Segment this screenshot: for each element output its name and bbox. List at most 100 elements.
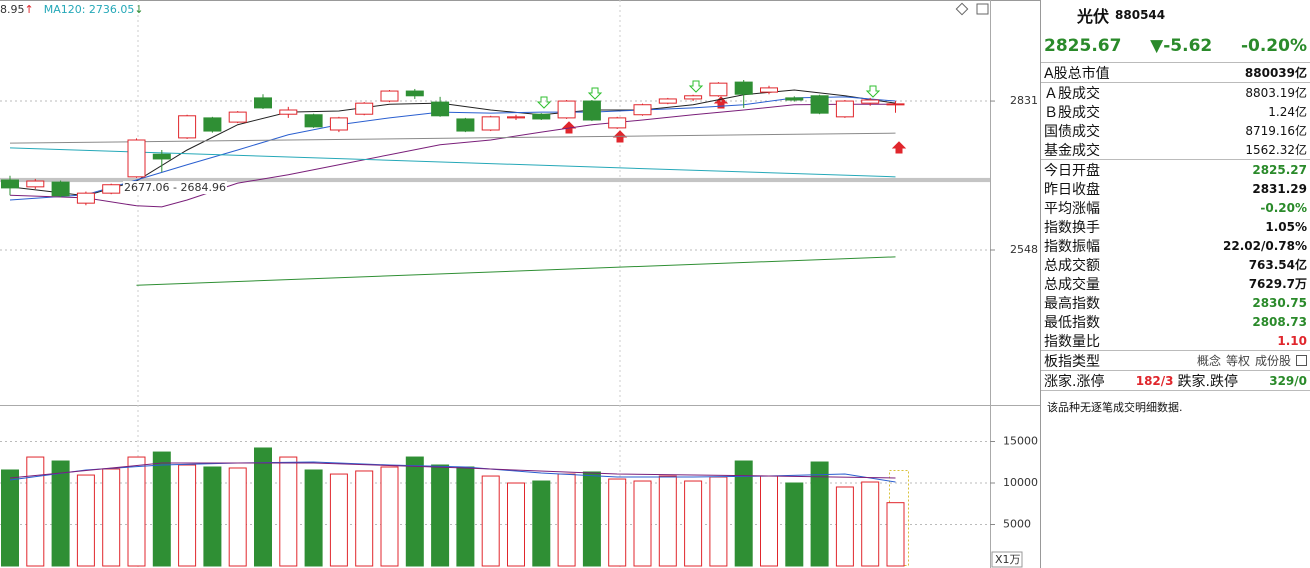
band-label-bg (123, 181, 227, 195)
candle-body (507, 116, 525, 119)
volume-bar (532, 480, 551, 567)
volume-bar (658, 475, 677, 567)
stat-value: 1562.32亿 (1245, 143, 1307, 157)
candle-body (810, 95, 829, 114)
candle-body (532, 113, 551, 120)
breadth-label: 跌家.跌停 (1177, 373, 1238, 390)
volume-bar (709, 476, 728, 567)
sell-arrow (536, 96, 552, 109)
stat-value: 880039亿 (1244, 66, 1307, 80)
price: 2825.67 (1044, 36, 1122, 56)
volume-bar (279, 456, 298, 567)
breadth-value: 182/3 (1135, 373, 1174, 388)
stat-label: 指数量比 (1044, 333, 1100, 350)
candle-body (481, 116, 500, 131)
stat-row: 指数量比 1.10 (1041, 331, 1310, 351)
volume-bar (684, 480, 703, 567)
note: 该品种无逐笔成交明细数据. (1047, 401, 1183, 414)
volume-bar (304, 469, 323, 567)
ma-arrow: ↓ (134, 3, 143, 16)
stat-value: 7629.7万 (1248, 277, 1307, 291)
volume-bar (633, 480, 652, 567)
candle-body (886, 103, 905, 106)
stat-row: 昨日收盘 2831.29 (1041, 179, 1310, 198)
candle-body (304, 114, 323, 128)
ma-line (136, 256, 896, 286)
stat-row: Ａ股成交 8803.19亿 (1041, 83, 1310, 102)
board-tag[interactable]: 等权 (1225, 354, 1250, 368)
stat-label: 昨日收盘 (1044, 181, 1100, 198)
sell-arrow (587, 87, 603, 100)
candle-body (380, 90, 399, 102)
tool-icon[interactable] (976, 3, 989, 15)
volume-bar (835, 486, 854, 567)
volume-bar (178, 464, 197, 567)
candle-body (203, 117, 222, 132)
stat-value: 1.05% (1265, 219, 1307, 234)
stat-row: 今日开盘 2825.27 (1041, 160, 1310, 179)
change: ▼-5.62 (1150, 36, 1213, 56)
board-row: 板指类型 概念 等权 成份股 (1041, 351, 1310, 371)
candle-body (835, 100, 854, 118)
stat-label: 总成交额 (1044, 257, 1100, 274)
candle-body (279, 109, 298, 115)
candle-body (127, 139, 146, 178)
volume-bar (785, 482, 804, 567)
volume-bar (608, 478, 627, 567)
candle-body (102, 184, 121, 194)
candle-body (26, 180, 45, 188)
price-band (0, 177, 990, 183)
stat-label: 最低指数 (1044, 314, 1100, 331)
stat-value: 2830.75 (1252, 295, 1307, 310)
stat-row: 国债成交 8719.16亿 (1041, 121, 1310, 140)
y-tick-label: 2831 (1010, 94, 1038, 107)
index-name: 光伏 (1077, 7, 1110, 26)
ma-value: 8.95 (0, 3, 25, 16)
stat-value: 8803.19亿 (1245, 86, 1307, 100)
stat-label: 基金成交 (1044, 142, 1100, 159)
band-label: 2677.06 - 2684.96 (124, 181, 226, 194)
stat-label: 总成交量 (1044, 276, 1100, 293)
candle-body (431, 101, 450, 117)
volume-bar (481, 475, 500, 567)
volume-bar (26, 456, 45, 567)
stat-label: Ｂ股成交 (1044, 104, 1100, 121)
ma-line (9, 147, 896, 178)
stat-value: 22.02/0.78% (1223, 238, 1307, 253)
volume-bar (127, 456, 146, 567)
stat-row: 基金成交 1562.32亿 (1041, 140, 1310, 160)
board-icon[interactable] (1296, 355, 1307, 366)
stat-value: -0.20% (1260, 200, 1307, 215)
volume-bar (507, 482, 525, 567)
volume-bar (582, 471, 601, 567)
unit-box (991, 551, 1023, 568)
volume-bar (355, 470, 374, 567)
tool-icon[interactable] (955, 2, 969, 16)
stat-row: 总成交额 763.54亿 (1041, 255, 1310, 274)
board-tag[interactable]: 概念 (1196, 354, 1221, 368)
stat-label: A股总市值 (1044, 65, 1110, 82)
candle-body (405, 90, 424, 97)
volume-bar (886, 502, 905, 567)
volume-bar (76, 474, 95, 567)
stat-row: 指数换手 1.05% (1041, 217, 1310, 236)
stat-label: 平均涨幅 (1044, 200, 1100, 217)
stat-value: 763.54亿 (1248, 258, 1307, 272)
stat-label: 最高指数 (1044, 295, 1100, 312)
volume-bar (203, 466, 222, 567)
breadth-value: 329/0 (1269, 373, 1307, 388)
stat-label: 指数换手 (1044, 219, 1100, 236)
stat-value: 2808.73 (1252, 314, 1307, 329)
stat-value: 1.10 (1277, 333, 1307, 348)
stat-row: 总成交量 7629.7万 (1041, 274, 1310, 293)
candle-body (608, 117, 627, 129)
volume-bar (760, 475, 778, 567)
candle-body (658, 98, 677, 104)
stat-row: A股总市值 880039亿 (1041, 63, 1310, 83)
candle-body (254, 97, 272, 109)
board-tag[interactable]: 成份股 (1254, 354, 1291, 368)
y-tick-label: 15000 (1003, 435, 1038, 448)
stat-row: 指数振幅 22.02/0.78% (1041, 236, 1310, 255)
candle-body (633, 104, 652, 116)
